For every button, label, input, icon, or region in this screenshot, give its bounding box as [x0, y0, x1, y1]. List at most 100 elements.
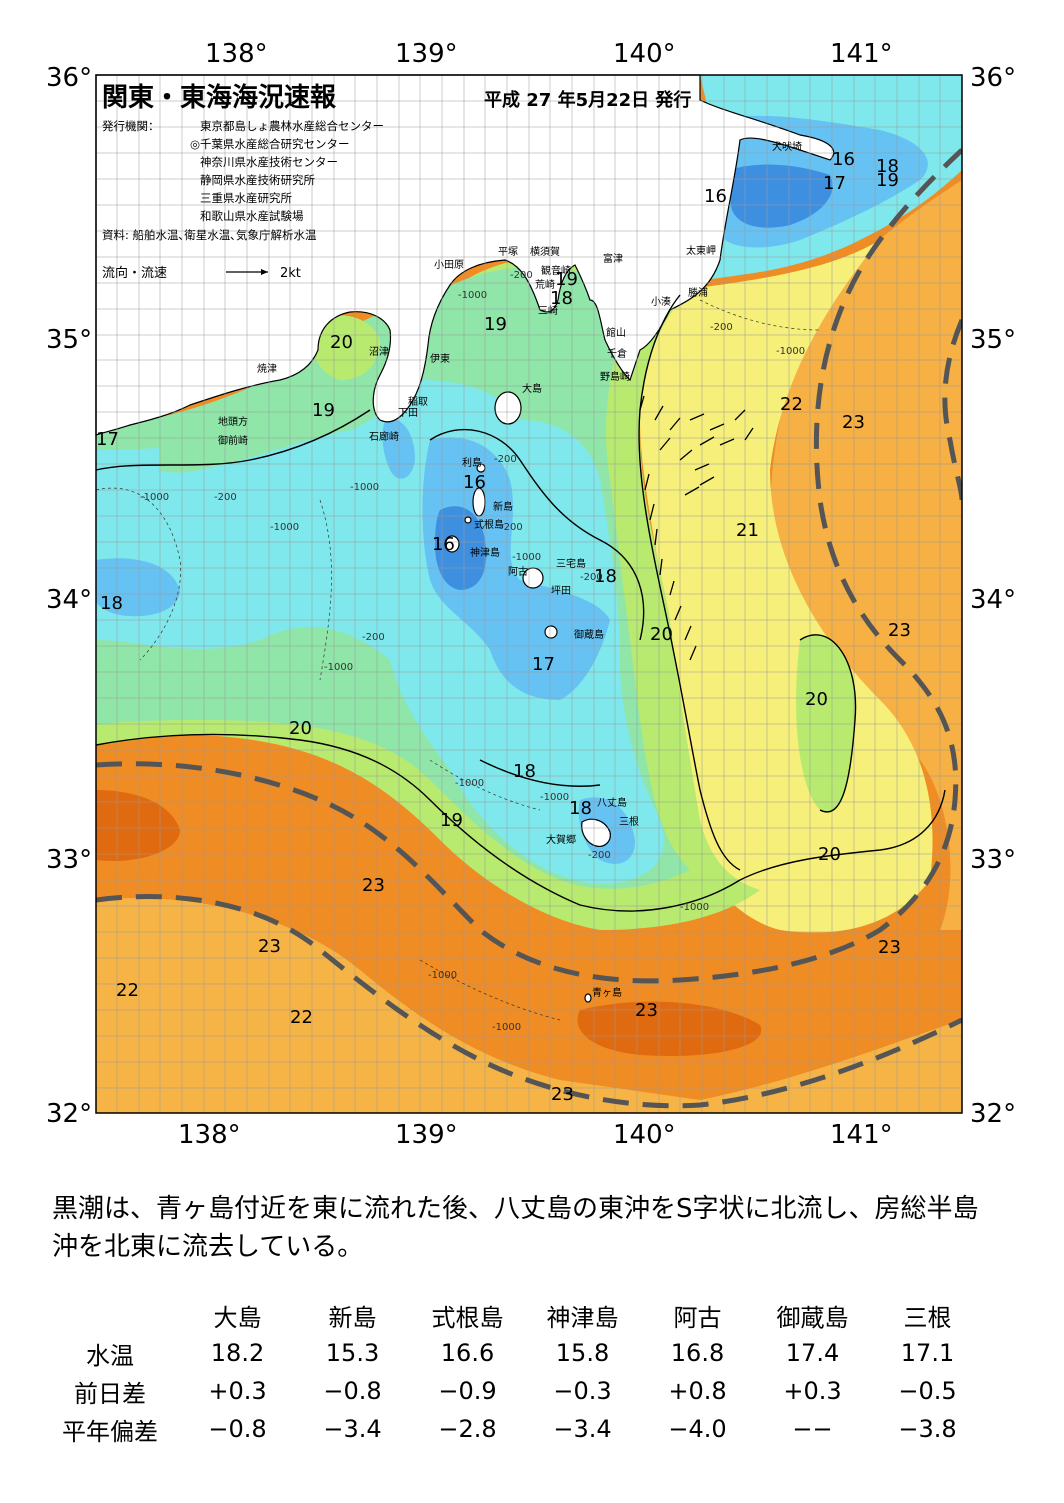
place-name: 阿古	[508, 565, 528, 578]
table-cell: +0.3	[783, 1377, 842, 1405]
place-name: 観音崎	[541, 264, 571, 277]
place-name: 平塚	[498, 246, 518, 258]
depth-label: -200	[710, 322, 733, 333]
lat-label: 32°	[970, 1099, 1016, 1129]
table-cell: −4.0	[668, 1415, 727, 1443]
depth-labels: -200 -1000 -1000 -200 -1000 -200 -1000 -…	[140, 270, 805, 1033]
depth-label: -1000	[455, 778, 484, 789]
depth-label: -200	[580, 572, 603, 583]
depth-label: -1000	[324, 662, 353, 673]
place-name: 大賀郷	[546, 833, 576, 846]
table-header-row: 大島 新島 式根島 神津島 阿古 御蔵島 三根	[40, 1296, 985, 1334]
table-cell: 15.3	[325, 1339, 380, 1367]
place-name: 石廊崎	[369, 430, 399, 443]
lat-label: 34°	[970, 585, 1016, 615]
place-name: 沼津	[369, 345, 389, 358]
kuroshio-axis	[96, 148, 962, 1109]
current-arrows	[639, 395, 754, 661]
row-label: 前日差	[74, 1379, 146, 1408]
row-label: 平年偏差	[62, 1417, 158, 1446]
isotherm-label: 20	[650, 624, 673, 645]
isotherm-label: 18	[100, 593, 123, 614]
depth-label: -1000	[350, 482, 379, 493]
isotherm-label: 23	[888, 620, 911, 641]
place-name: 太東岬	[686, 244, 716, 257]
table-row: 平年偏差 −0.8 −3.4 −2.8 −3.4 −4.0 −− −3.8	[40, 1410, 985, 1448]
place-name: 坪田	[551, 584, 571, 597]
place-name: 犬吠埼	[772, 140, 802, 153]
depth-label: -200	[362, 632, 385, 643]
isotherm-label: 23	[635, 1000, 658, 1021]
publisher: 神奈川県水産技術センター	[200, 155, 338, 169]
isotherm-label: 19	[484, 314, 507, 335]
table-cell: 17.1	[900, 1339, 955, 1367]
table-row: 前日差 +0.3 −0.8 −0.9 −0.3 +0.8 +0.3 −0.5	[40, 1372, 985, 1410]
place-name: 大島	[522, 382, 542, 395]
isotherm-label: 17	[823, 173, 846, 194]
column-header: 大島	[213, 1303, 262, 1332]
isotherm-label: 16	[832, 149, 855, 170]
isotherm-label: 16	[432, 534, 455, 555]
depth-label: -1000	[512, 552, 541, 563]
lat-label: 35°	[46, 325, 92, 355]
place-name: 勝浦	[688, 286, 708, 299]
lon-label: 139°	[395, 1120, 458, 1150]
isotherm-label: 18	[513, 761, 536, 782]
publisher: 和歌山県水産試験場	[200, 209, 304, 223]
depth-label: -1000	[428, 970, 457, 981]
place-name: 伊東	[430, 352, 450, 365]
place-name: 青ヶ島	[592, 986, 622, 999]
table-row: 水温 18.2 15.3 16.6 15.8 16.8 17.4 17.1	[40, 1334, 985, 1372]
table-cell: −0.3	[553, 1377, 612, 1405]
legend-value: 2kt	[280, 266, 301, 281]
isotherm-labels: 16 18 17 19 16 19 18 20 22 23 19 17 19 1…	[96, 149, 911, 1105]
depth-label: -1000	[680, 902, 709, 913]
depth-label: -1000	[776, 346, 805, 357]
island-temperature-table: 大島 新島 式根島 神津島 阿古 御蔵島 三根 水温 18.2 15.3 16.…	[40, 1296, 985, 1448]
column-header: 新島	[328, 1303, 377, 1332]
place-name: 荒崎	[535, 278, 555, 291]
place-name: 小田原	[434, 259, 464, 271]
place-name: 千倉	[607, 347, 627, 360]
isotherm-label: 17	[532, 654, 555, 675]
place-name: 御前崎	[218, 434, 248, 447]
lat-label: 32°	[46, 1099, 92, 1129]
table-cell: −0.5	[898, 1377, 957, 1405]
isotherm-label: 20	[818, 844, 841, 865]
table-corner	[40, 1296, 180, 1334]
legend-arrow-head	[261, 269, 268, 275]
graticule	[96, 75, 962, 1113]
depth-label: -200	[494, 454, 517, 465]
isotherm-label: 23	[258, 936, 281, 957]
place-name: 野島崎	[600, 370, 630, 383]
table-cell: −0.8	[208, 1415, 267, 1443]
isotherm-label: 16	[704, 186, 727, 207]
table-cell: 16.6	[440, 1339, 495, 1367]
place-name: 利島	[462, 456, 482, 469]
place-name: 下田	[398, 408, 418, 419]
table-cell: +0.8	[668, 1377, 727, 1405]
depth-label: -200	[500, 522, 523, 533]
place-name: 三宅島	[556, 557, 586, 570]
isotherm-label: 23	[842, 412, 865, 433]
sea-temperature-map: 138° 139° 140° 141° 138° 139° 140° 141° …	[46, 39, 1016, 1150]
column-header: 阿古	[673, 1303, 722, 1332]
publishers-block: 発行機関： 東京都島しょ農林水産総合センター ◎千葉県水産総合研究センター 神奈…	[102, 119, 384, 242]
table-cell: 16.8	[670, 1339, 725, 1367]
map-frame	[95, 74, 963, 1114]
depth-contours	[96, 299, 821, 1021]
depth-label: -200	[588, 850, 611, 861]
place-name: 地頭方	[218, 415, 248, 428]
place-name: 御蔵島	[574, 628, 604, 641]
column-header: 神津島	[546, 1303, 619, 1332]
isotherm-label: 23	[551, 1084, 574, 1105]
isotherm-label: 20	[330, 332, 353, 353]
lat-label: 36°	[970, 63, 1016, 93]
isotherm-label: 18	[550, 288, 573, 309]
isotherm-label: 19	[440, 810, 463, 831]
table-cell: 15.8	[555, 1339, 610, 1367]
isotherm-label: 20	[289, 718, 312, 739]
isotherm-label: 18	[594, 566, 617, 587]
table-cell: −2.8	[438, 1415, 497, 1443]
publishers-label: 発行機関：	[102, 119, 160, 133]
